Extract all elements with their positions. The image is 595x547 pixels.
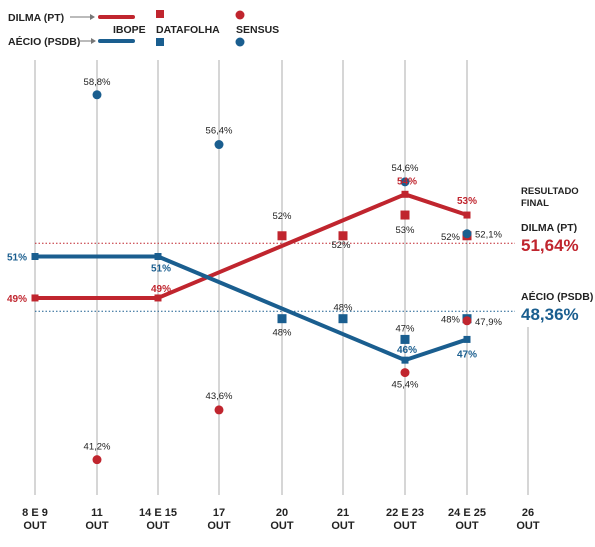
ibope-dilma-line <box>33 192 469 300</box>
x-tick-label: 14 E 15 <box>139 507 177 519</box>
x-tick-label: 11 <box>91 507 103 519</box>
x-tick-label: OUT <box>146 520 170 532</box>
sensus-dilma-circle <box>400 368 410 378</box>
datafolha-aecio-data-label: 48% <box>441 315 461 326</box>
point-labels: 49% 49% 54% 53% 51% 51% 46% 47% 52% 52% 53% 52% 48% 4… <box>7 77 503 453</box>
sensus-aecio-data-label: 58,8% <box>84 77 111 88</box>
sensus-aecio-data-label: 52,1% <box>475 230 502 241</box>
final-result-dilma-name: DILMA (PT) <box>521 222 577 234</box>
ibope-aecio-point <box>463 335 471 343</box>
x-tick-label: OUT <box>270 520 294 532</box>
datafolha-dilma-data-label: 52% <box>441 232 461 243</box>
x-tick-label: 8 E 9 <box>22 507 48 519</box>
datafolha-aecio-data-label: 48% <box>333 303 353 314</box>
sensus-aecio-data-label: 54,6% <box>392 163 419 174</box>
ibope-aecio-data-label: 46% <box>397 345 417 356</box>
ibope-dilma-data-label: 49% <box>7 294 27 305</box>
final-result-dilma-value: 51,64% <box>521 236 579 255</box>
ibope-aecio-point <box>154 253 162 260</box>
sensus-dilma-data-label: 41,2% <box>84 442 111 453</box>
sensus-dilma-circle <box>462 316 472 326</box>
x-tick-label: 17 <box>213 507 225 519</box>
legend-sensus-dilma-circle <box>235 10 245 20</box>
x-tick-label: OUT <box>331 520 355 532</box>
ibope-aecio-point <box>31 253 39 260</box>
final-result-reference-lines <box>35 242 515 312</box>
sensus-aecio-circle <box>462 229 472 239</box>
sensus-dilma-data-label: 47,9% <box>475 317 502 328</box>
datafolha-dilma-square <box>277 231 287 241</box>
x-tick-label: OUT <box>23 520 47 532</box>
ibope-dilma-data-label: 53% <box>457 196 477 207</box>
poll-markers <box>31 90 472 465</box>
sensus-aecio-circle <box>92 90 102 100</box>
datafolha-aecio-data-label: 48% <box>272 328 292 339</box>
x-tick-label: 21 <box>337 507 349 519</box>
sensus-aecio-circle <box>400 177 410 187</box>
ibope-aecio-data-label: 51% <box>7 253 27 264</box>
sensus-aecio-circle <box>214 140 224 150</box>
ibope-aecio-data-label: 47% <box>457 349 477 360</box>
datafolha-aecio-data-label: 47% <box>395 323 415 334</box>
datafolha-dilma-data-label: 53% <box>395 225 415 236</box>
legend-dilma-arrowhead <box>90 14 95 20</box>
final-result-heading-line2: FINAL <box>521 198 549 209</box>
x-tick-label: OUT <box>455 520 479 532</box>
x-tick-label: OUT <box>85 520 109 532</box>
x-tick-label: 26 <box>522 507 534 519</box>
legend-dilma-label: DILMA (PT) <box>8 12 64 24</box>
datafolha-dilma-data-label: 52% <box>331 240 351 251</box>
sensus-dilma-circle <box>92 455 102 465</box>
legend-sensus-aecio-circle <box>235 37 245 47</box>
final-result-aecio-name: AÉCIO (PSDB) <box>521 290 593 303</box>
ibope-dilma-data-label: 49% <box>151 284 171 295</box>
legend-datafolha-label: DATAFOLHA <box>156 24 220 36</box>
ibope-dilma-point <box>401 190 409 198</box>
x-tick-label: 22 E 23 <box>386 507 424 519</box>
ibope-dilma-point <box>31 294 39 302</box>
sensus-dilma-circle <box>214 405 224 415</box>
x-tick-label: OUT <box>207 520 231 532</box>
datafolha-dilma-data-label: 52% <box>272 211 292 222</box>
legend-datafolha-aecio-square <box>156 38 164 46</box>
datafolha-aecio-square <box>400 334 410 344</box>
final-result-heading-line1: RESULTADO <box>521 186 579 197</box>
legend-aecio-arrowhead <box>91 38 96 44</box>
date-gridlines <box>34 60 529 495</box>
ibope-aecio-line <box>33 254 469 363</box>
ibope-dilma-point <box>154 294 162 302</box>
x-tick-label: OUT <box>516 520 540 532</box>
sensus-dilma-data-label: 45,4% <box>392 380 419 391</box>
ibope-aecio-data-label: 51% <box>151 264 171 275</box>
legend-sensus-label: SENSUS <box>236 24 279 36</box>
sensus-dilma-data-label: 43,6% <box>206 391 233 402</box>
final-result-aecio-value: 48,36% <box>521 305 579 324</box>
final-result-block: RESULTADO FINAL DILMA (PT) 51,64% AÉCIO … <box>521 186 593 324</box>
legend: DILMA (PT) AÉCIO (PSDB) IBOPE DATAFOLHA … <box>8 10 279 48</box>
x-tick-label: OUT <box>393 520 417 532</box>
datafolha-aecio-square <box>338 314 348 324</box>
legend-datafolha-dilma-square <box>156 10 164 18</box>
ibope-dilma-data-label: 54% <box>397 176 417 187</box>
x-tick-label: 24 E 25 <box>448 507 486 519</box>
legend-aecio-label: AÉCIO (PSDB) <box>8 35 80 48</box>
ibope-lines <box>33 192 469 363</box>
ibope-dilma-point <box>463 211 471 219</box>
datafolha-dilma-square <box>338 231 348 241</box>
x-tick-label: 20 <box>276 507 288 519</box>
datafolha-dilma-square <box>400 210 410 220</box>
ibope-aecio-point <box>401 356 409 364</box>
datafolha-aecio-square <box>277 314 287 324</box>
legend-ibope-label: IBOPE <box>113 24 146 36</box>
sensus-aecio-data-label: 56,4% <box>206 126 233 137</box>
